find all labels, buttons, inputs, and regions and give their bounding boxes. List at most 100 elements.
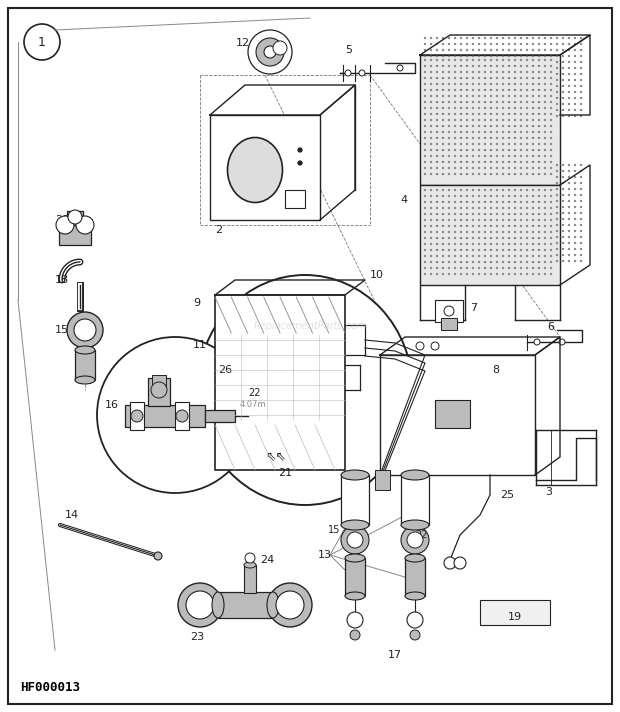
Circle shape xyxy=(538,261,540,263)
Circle shape xyxy=(532,219,534,221)
Circle shape xyxy=(526,65,528,67)
Circle shape xyxy=(508,231,510,234)
Circle shape xyxy=(454,70,456,73)
Circle shape xyxy=(544,231,546,234)
Circle shape xyxy=(556,97,558,99)
Circle shape xyxy=(526,119,528,121)
Circle shape xyxy=(532,173,534,175)
Circle shape xyxy=(556,67,558,69)
Circle shape xyxy=(574,206,576,208)
Circle shape xyxy=(550,219,552,221)
Circle shape xyxy=(410,630,420,640)
Ellipse shape xyxy=(401,520,429,530)
Circle shape xyxy=(430,119,432,121)
Circle shape xyxy=(178,583,222,627)
Circle shape xyxy=(562,218,564,220)
Circle shape xyxy=(562,55,564,57)
Circle shape xyxy=(574,37,576,39)
Bar xyxy=(148,378,170,406)
Circle shape xyxy=(562,188,564,190)
Circle shape xyxy=(502,49,504,51)
Circle shape xyxy=(544,137,546,140)
Circle shape xyxy=(538,189,540,192)
Circle shape xyxy=(544,213,546,215)
Circle shape xyxy=(430,261,432,263)
Circle shape xyxy=(448,49,450,51)
Circle shape xyxy=(424,231,426,234)
Circle shape xyxy=(448,201,450,203)
Circle shape xyxy=(454,273,456,276)
Circle shape xyxy=(532,89,534,91)
Circle shape xyxy=(454,213,456,215)
Circle shape xyxy=(484,161,486,163)
Circle shape xyxy=(520,173,522,175)
Circle shape xyxy=(502,231,504,234)
Circle shape xyxy=(520,107,522,109)
Circle shape xyxy=(478,231,481,234)
Circle shape xyxy=(424,237,426,239)
Circle shape xyxy=(472,89,474,91)
Circle shape xyxy=(538,273,540,276)
Circle shape xyxy=(544,161,546,163)
Circle shape xyxy=(580,115,582,117)
Circle shape xyxy=(574,236,576,239)
Circle shape xyxy=(496,95,498,98)
Circle shape xyxy=(496,101,498,103)
Circle shape xyxy=(466,143,468,145)
Circle shape xyxy=(580,242,582,244)
Circle shape xyxy=(466,83,468,85)
Circle shape xyxy=(151,382,167,398)
Circle shape xyxy=(424,43,426,45)
Circle shape xyxy=(544,89,546,91)
Circle shape xyxy=(448,155,450,157)
Circle shape xyxy=(407,532,423,548)
Circle shape xyxy=(532,231,534,234)
Circle shape xyxy=(448,261,450,263)
Circle shape xyxy=(460,273,462,276)
Circle shape xyxy=(466,201,468,203)
Circle shape xyxy=(460,219,462,221)
Circle shape xyxy=(580,55,582,57)
Circle shape xyxy=(580,103,582,105)
Circle shape xyxy=(442,65,444,67)
Circle shape xyxy=(466,137,468,140)
Circle shape xyxy=(472,149,474,151)
Circle shape xyxy=(508,201,510,203)
Circle shape xyxy=(508,189,510,192)
Circle shape xyxy=(490,225,492,227)
Circle shape xyxy=(436,161,438,163)
Circle shape xyxy=(484,213,486,215)
Circle shape xyxy=(490,231,492,234)
Circle shape xyxy=(514,273,516,276)
Circle shape xyxy=(508,125,510,127)
Circle shape xyxy=(436,213,438,215)
Circle shape xyxy=(466,173,468,175)
Circle shape xyxy=(544,125,546,127)
Circle shape xyxy=(526,155,528,157)
Circle shape xyxy=(532,248,534,251)
Circle shape xyxy=(526,237,528,239)
Circle shape xyxy=(514,83,516,85)
Circle shape xyxy=(478,261,481,263)
Circle shape xyxy=(496,131,498,133)
Circle shape xyxy=(436,112,438,115)
Bar xyxy=(175,402,189,430)
Circle shape xyxy=(466,119,468,121)
Circle shape xyxy=(508,195,510,197)
Circle shape xyxy=(544,43,546,45)
Circle shape xyxy=(460,83,462,85)
Circle shape xyxy=(341,526,369,554)
Circle shape xyxy=(532,65,534,67)
Circle shape xyxy=(460,155,462,157)
Circle shape xyxy=(490,195,492,197)
Circle shape xyxy=(538,195,540,197)
Circle shape xyxy=(460,213,462,215)
Circle shape xyxy=(186,591,214,619)
Ellipse shape xyxy=(267,592,279,618)
Circle shape xyxy=(484,59,486,61)
Circle shape xyxy=(556,194,558,197)
Circle shape xyxy=(248,30,292,74)
Text: 14: 14 xyxy=(65,510,79,520)
Circle shape xyxy=(448,112,450,115)
Circle shape xyxy=(424,149,426,151)
